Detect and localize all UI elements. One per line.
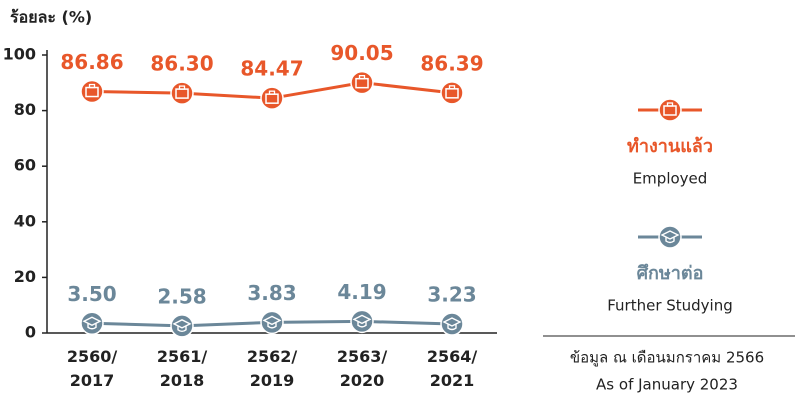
marker [440, 312, 464, 336]
x-tick-label: 2561/ 2018 [156, 347, 208, 390]
x-tick-label: 2563/ 2020 [336, 347, 388, 390]
marker [80, 79, 104, 104]
marker [350, 70, 374, 95]
marker-icon [442, 317, 462, 331]
x-tick-label: 2564/ 2021 [426, 347, 478, 390]
y-tick-label: 60 [14, 156, 36, 175]
marker [260, 310, 284, 335]
legend-marker [658, 225, 682, 249]
marker-icon [262, 315, 282, 329]
y-axis-label: ร้อยละ (%) [10, 8, 92, 27]
marker-icon [178, 85, 186, 90]
legend-label: ศึกษาต่อ [637, 263, 704, 284]
legend-sublabel: Further Studying [607, 297, 733, 315]
marker-icon [88, 83, 96, 89]
marker-icon [268, 90, 276, 95]
marker [170, 314, 194, 338]
marker-icon [82, 316, 102, 330]
marker-icon [352, 314, 372, 328]
legend-marker [658, 98, 682, 122]
data-label: 4.19 [337, 280, 386, 304]
marker-icon [172, 319, 192, 333]
data-label: 86.39 [420, 51, 483, 75]
data-label: 3.83 [247, 281, 296, 305]
data-label: 2.58 [157, 284, 206, 308]
note: ข้อมูล ณ เดือนมกราคม 2566 [570, 349, 764, 367]
data-label: 90.05 [330, 41, 393, 65]
marker-icon [448, 85, 456, 90]
x-tick-label: 2562/ 2019 [246, 347, 298, 390]
x-tick-label: 2560/ 2017 [66, 347, 118, 390]
data-label: 3.50 [67, 282, 116, 306]
marker-icon [358, 75, 366, 80]
data-label: 86.86 [60, 50, 123, 74]
y-tick-label: 0 [25, 323, 36, 342]
note: As of January 2023 [596, 376, 738, 394]
data-label: 84.47 [240, 57, 303, 81]
y-tick-label: 80 [14, 100, 36, 119]
y-tick-label: 100 [3, 45, 36, 64]
legend-sublabel: Employed [633, 170, 708, 188]
marker [440, 81, 464, 105]
y-tick-label: 20 [14, 267, 36, 286]
data-label: 3.23 [427, 283, 476, 307]
marker-icon [666, 102, 674, 107]
marker [350, 309, 374, 334]
marker [80, 311, 104, 336]
legend-label: ทำงานแล้ว [627, 136, 713, 157]
marker-icon [660, 230, 680, 244]
data-label: 86.30 [150, 52, 213, 76]
marker [170, 81, 194, 105]
y-tick-label: 40 [14, 211, 36, 230]
marker [260, 86, 284, 110]
